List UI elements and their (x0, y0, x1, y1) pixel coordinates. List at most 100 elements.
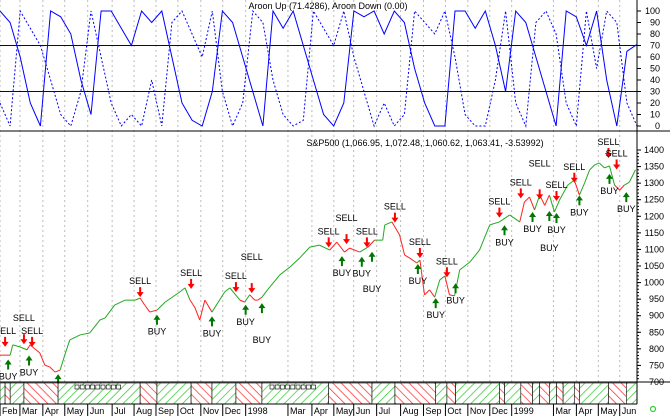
marker-square (116, 384, 121, 390)
arrow-up-icon (529, 212, 537, 222)
sell-label: SELL (336, 213, 358, 223)
price-segment (608, 165, 616, 186)
price-segment (429, 289, 436, 298)
buy-label: BUY (203, 328, 222, 338)
price-segment (199, 300, 206, 321)
buy-label: BUY (426, 310, 445, 320)
x-tick-label: Mar (22, 406, 38, 416)
price-y-tick-label: 850 (649, 327, 664, 337)
buy-signal: BUY (253, 303, 271, 345)
arrow-up-icon (4, 359, 12, 370)
sell-signal: SELL (510, 177, 532, 199)
aroon-y-tick-label: 30 (650, 87, 660, 97)
price-segment (239, 299, 245, 303)
arrow-down-icon (604, 147, 612, 158)
price-segment (578, 182, 585, 196)
aroon-y-tick-label: 100 (645, 6, 660, 16)
arrow-up-icon (575, 195, 583, 206)
arrow-up-icon (501, 225, 509, 236)
price-segment (244, 294, 251, 303)
price-segment (553, 199, 561, 213)
price-segment (419, 259, 425, 295)
price-segment (44, 364, 51, 368)
short-regime-block (539, 382, 550, 405)
price-segment (519, 201, 525, 223)
buy-signal: BUY (426, 298, 445, 320)
marker-square (95, 384, 101, 390)
marker-square (105, 384, 111, 390)
aroon-y-tick-label: 10 (650, 110, 660, 120)
price-y-tick-label: 900 (649, 311, 664, 321)
price-segment (548, 194, 555, 213)
arrow-down-icon (28, 336, 36, 347)
price-y-tick-label: 800 (649, 344, 664, 354)
arrow-down-icon (552, 191, 560, 202)
short-regime-block (139, 382, 158, 405)
arrow-down-icon (187, 278, 195, 289)
buy-signal: BUY (203, 316, 222, 338)
price-segment (384, 221, 393, 226)
marker-square (280, 384, 285, 390)
buy-label: BUY (570, 207, 589, 217)
price-segment (619, 184, 625, 191)
short-regime-block (499, 382, 505, 405)
arrow-up-icon (545, 211, 553, 222)
short-regime-block (235, 382, 263, 405)
sell-label: SELL (180, 268, 202, 278)
arrow-up-icon (208, 316, 216, 327)
price-segment (9, 344, 14, 356)
short-regime-block (4, 382, 11, 405)
arrow-up-icon (242, 304, 250, 315)
price-segment (59, 355, 66, 371)
sell-label: SELL (510, 177, 532, 187)
price-segment (349, 247, 360, 253)
arrow-down-icon (136, 287, 144, 298)
price-segment (367, 239, 375, 248)
price-segment (434, 279, 441, 298)
arrow-down-icon (613, 159, 621, 170)
price-segment (449, 294, 455, 297)
x-tick-label: Oct (447, 406, 462, 416)
price-segment (156, 301, 166, 311)
arrow-down-icon (536, 189, 544, 200)
sell-label: SELL (488, 197, 510, 207)
buy-signal: BUY (236, 304, 255, 327)
long-regime-block (211, 382, 237, 405)
short-regime-block (556, 382, 564, 405)
buy-label: BUY (600, 186, 619, 196)
marker-square (285, 384, 290, 390)
buy-label: BUY (148, 327, 167, 337)
x-tick-label: Sep (426, 406, 442, 416)
sell-signal: SELL (436, 256, 458, 278)
marker-square (295, 384, 301, 390)
buy-signal: BUY (523, 212, 542, 234)
arrow-down-icon (248, 283, 256, 294)
price-segment (184, 287, 191, 301)
aroon-up-line (0, 9, 638, 127)
sell-signal: SELL (129, 276, 151, 298)
marker-square (74, 384, 80, 390)
long-regime-block (562, 382, 575, 405)
x-tick-label: May (336, 406, 354, 416)
x-tick-label: Jun (356, 406, 371, 416)
aroon-y-tick-label: 0 (655, 121, 660, 131)
x-tick-label: May (600, 406, 618, 416)
buy-signal: BUY (495, 225, 514, 247)
price-segment (249, 294, 256, 301)
x-tick-label: Mar (555, 406, 571, 416)
price-segment (344, 247, 350, 253)
buy-signal: BUY (333, 256, 351, 278)
short-regime-block (574, 382, 580, 405)
price-segment (39, 352, 46, 366)
long-regime-block (504, 382, 522, 405)
sell-label: SELL (529, 158, 551, 168)
marker-square (111, 384, 116, 390)
price-segment (229, 287, 241, 301)
price-segment (69, 334, 81, 341)
aroon-down-line (0, 9, 638, 128)
price-segment (89, 319, 101, 334)
long-regime-block (549, 382, 557, 405)
price-segment (144, 304, 151, 313)
price-segment (598, 162, 605, 169)
